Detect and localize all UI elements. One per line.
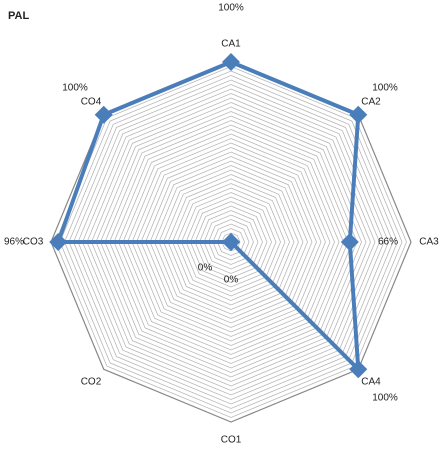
grid-ring <box>140 151 322 333</box>
grid-ring <box>104 115 358 369</box>
grid-ring <box>95 106 367 378</box>
grid-ring <box>163 174 299 310</box>
series-line <box>56 60 361 372</box>
grid-ring <box>131 142 331 342</box>
category-label: CA2 <box>361 97 381 108</box>
grid-ring <box>154 165 308 319</box>
grid-ring <box>64 75 398 409</box>
grid-ring <box>149 160 313 324</box>
data-label: 100% <box>62 83 88 94</box>
chart-title: PAL <box>8 10 29 22</box>
grid-ring <box>109 120 353 364</box>
grid-ring <box>113 124 349 360</box>
grid-ring <box>158 169 304 315</box>
grid-ring <box>217 228 245 256</box>
grid-ring <box>73 84 389 400</box>
category-label: CO4 <box>81 97 102 108</box>
data-label: 0% <box>224 275 239 286</box>
grid-ring <box>199 210 263 274</box>
category-label: CA4 <box>361 377 381 388</box>
grid-ring <box>91 102 371 382</box>
grid-ring <box>176 187 286 297</box>
grid-ring <box>86 97 376 387</box>
grid-ring <box>59 70 403 414</box>
grid-ring <box>122 133 340 351</box>
grid-ring <box>181 192 281 292</box>
marker <box>222 53 240 71</box>
grid-ring <box>203 214 259 270</box>
data-label: 100% <box>372 393 398 404</box>
data-label: 66% <box>378 237 398 248</box>
grid-ring <box>145 156 317 328</box>
data-label: 0% <box>198 263 213 274</box>
category-label: CO2 <box>81 377 102 388</box>
marker <box>349 105 368 124</box>
grid-ring <box>127 138 335 346</box>
marker <box>340 233 359 251</box>
grid-ring <box>100 111 362 373</box>
grid-ring <box>212 223 250 261</box>
grid-ring <box>82 93 380 391</box>
data-label: 100% <box>372 83 398 94</box>
marker <box>94 105 113 124</box>
grid-ring <box>167 178 295 306</box>
category-label: CO1 <box>221 435 242 446</box>
grid-ring <box>50 61 412 423</box>
grid-ring <box>118 129 344 355</box>
marker <box>349 360 368 379</box>
data-label: 96% <box>4 237 24 248</box>
grid-ring <box>208 219 254 265</box>
grid-ring <box>185 196 277 288</box>
category-label: CA1 <box>221 39 241 50</box>
marker <box>49 233 68 251</box>
grid-ring <box>190 201 272 283</box>
grid-ring <box>194 205 268 279</box>
category-label: CO3 <box>23 237 44 248</box>
grid-ring <box>172 183 290 301</box>
grid-ring <box>68 79 394 405</box>
marker <box>222 233 240 251</box>
category-label: CA3 <box>419 237 439 248</box>
data-label: 100% <box>218 3 244 14</box>
grid-ring <box>136 147 326 337</box>
